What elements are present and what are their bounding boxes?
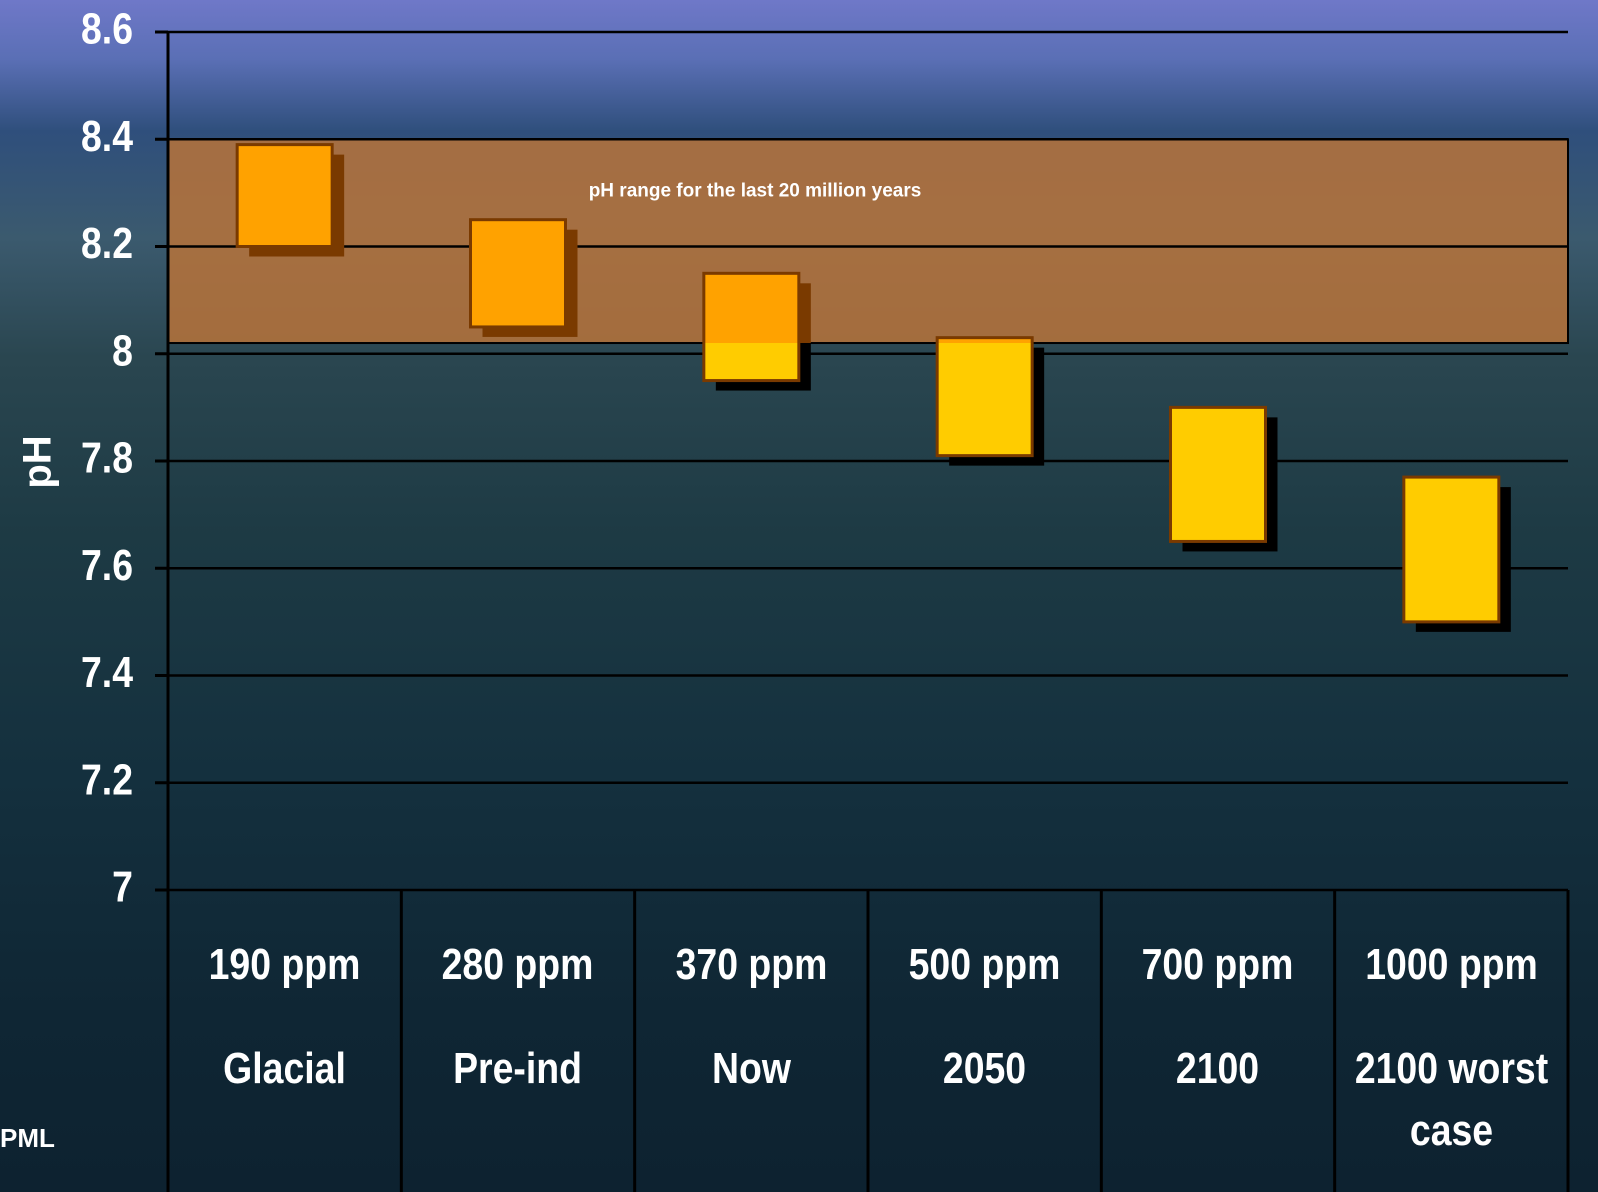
category-label: 190 ppm	[185, 934, 383, 996]
category-sublabel: 2050	[885, 1038, 1083, 1100]
category-label: 280 ppm	[419, 934, 617, 996]
category-sublabel: 2100 worst case	[1352, 1038, 1550, 1162]
y-tick-label: 8.6	[81, 4, 133, 54]
y-tick-label: 7.8	[81, 433, 133, 483]
y-tick-label: 8.4	[81, 111, 133, 161]
y-axis-title: pH	[16, 435, 60, 488]
reference-band	[168, 139, 1568, 343]
page: pH PML pH range for the last 20 million …	[0, 0, 1598, 1192]
y-tick-label: 7.2	[81, 754, 133, 804]
y-tick-label: 7	[112, 862, 133, 912]
category-sublabel: Now	[652, 1038, 850, 1100]
category-sublabel: 2100	[1119, 1038, 1317, 1100]
bar	[937, 338, 1032, 456]
category-label: 370 ppm	[652, 934, 850, 996]
category-sublabel: Glacial	[185, 1038, 383, 1100]
y-tick-label: 8	[112, 325, 133, 375]
y-tick-label: 8.2	[81, 218, 133, 268]
bar	[237, 145, 332, 247]
category-label: 1000 ppm	[1352, 934, 1550, 996]
y-tick-label: 7.4	[81, 647, 133, 697]
category-label: 500 ppm	[885, 934, 1083, 996]
bar	[704, 273, 799, 380]
y-tick-label: 7.6	[81, 540, 133, 590]
bar	[471, 220, 566, 327]
band-label: pH range for the last 20 million years	[589, 180, 922, 201]
credit: PML	[0, 1123, 55, 1153]
bar	[1404, 477, 1499, 622]
category-sublabel: Pre-ind	[419, 1038, 617, 1100]
chart: pH PML pH range for the last 20 million …	[0, 0, 1598, 1192]
category-label: 700 ppm	[1119, 934, 1317, 996]
bar	[1171, 407, 1266, 541]
